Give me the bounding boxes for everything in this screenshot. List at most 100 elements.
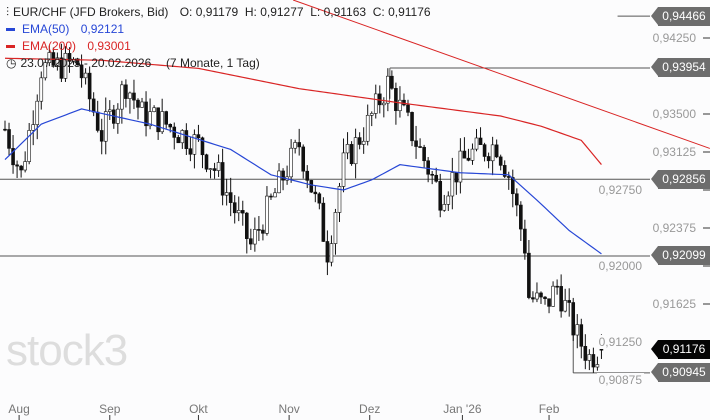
legend-ema50[interactable]: EMA(50) 0,92121 (6, 21, 431, 38)
legend-range: ◷ 23.07.2025 - 20.02.2026 (7 Monate, 1 Ta… (6, 55, 431, 72)
candle-body (305, 170, 310, 181)
candle-body (502, 165, 507, 177)
candle-body (321, 202, 326, 242)
candle-body (196, 134, 201, 139)
y-tick-label: 0,93500 (652, 107, 696, 121)
candle-body (128, 92, 132, 99)
ohlc-values: O: 0,91179 H: 0,91277 L: 0,91163 C: 0,91… (179, 5, 431, 19)
candle-body (474, 137, 479, 150)
candle-body (232, 202, 237, 214)
candle-body (373, 93, 378, 114)
candle-body (349, 144, 354, 165)
candle-body (59, 57, 64, 79)
candle-body (120, 84, 124, 110)
candle-body (575, 324, 580, 336)
candle-body (67, 53, 72, 62)
candle-body (555, 285, 559, 288)
candle-body (293, 142, 297, 149)
candle-body (341, 152, 346, 187)
candle-body (313, 191, 318, 195)
candle-body (188, 148, 193, 155)
candle-body (527, 252, 531, 298)
candle-body (63, 53, 68, 79)
candle-body (224, 192, 229, 196)
candle-body (289, 147, 293, 178)
candle-body (31, 124, 36, 131)
ema200-line (4, 57, 602, 165)
candle-body (152, 107, 156, 112)
candle-body (212, 168, 217, 171)
candle-body (506, 176, 511, 178)
y-tick-label: 0,91625 (652, 297, 696, 311)
legend-ema200[interactable]: EMA(200) 0,93001 (6, 38, 431, 55)
y-tick-label: 0,94250 (652, 31, 696, 45)
candle-body (43, 62, 48, 79)
candle-body (426, 160, 430, 175)
candle-body (124, 84, 128, 99)
candle-body (571, 302, 576, 336)
candle-body (160, 111, 164, 133)
candle-body (353, 137, 358, 165)
candle-body (523, 228, 527, 254)
candle-body (317, 193, 322, 204)
y-tick-label: 0,92375 (652, 221, 696, 235)
candle-body (361, 140, 366, 145)
candle-body (55, 57, 60, 66)
level-price-tag: 0,90945 (651, 363, 710, 383)
candle-body (563, 300, 567, 312)
candle-body (515, 193, 519, 206)
candle-body (140, 101, 144, 108)
candle-body (398, 99, 402, 112)
ema200-value: 0,93001 (87, 39, 131, 53)
candle-body (567, 300, 572, 303)
candle-body (245, 212, 249, 239)
candle-body (164, 111, 168, 125)
candle-body (369, 113, 374, 116)
candle-body (547, 298, 551, 307)
x-tick-label: Dez (359, 402, 381, 416)
candle-body (442, 204, 447, 211)
candle-body (87, 72, 92, 100)
candle-body (446, 195, 451, 205)
candle-body (281, 170, 285, 181)
candle-body (365, 115, 370, 142)
candle-body (337, 186, 342, 213)
candle-body (454, 172, 459, 183)
candle-body (184, 130, 189, 149)
level-price-tag: 0,92856 (651, 169, 710, 189)
candle-body (539, 292, 543, 298)
current-price-tag: 0,91176 (651, 339, 710, 359)
logo-text: stock3 (6, 326, 128, 375)
candle-body (579, 324, 584, 347)
level-price-tag: 0,92099 (651, 246, 710, 266)
y-tick-label: 0,92000 (596, 259, 644, 273)
chart-legend: ⫶ EUR/CHF (JFD Brokers, Bid) O: 0,91179 H… (6, 4, 431, 72)
candle-body (329, 243, 334, 263)
candle-body (414, 140, 418, 147)
candle-body (422, 146, 426, 162)
x-tick-label: Aug (8, 402, 30, 416)
candle-body (486, 156, 491, 162)
candle-body (519, 204, 523, 230)
candle-body (47, 52, 52, 63)
candle-body (510, 177, 515, 195)
candle-body (11, 148, 15, 166)
candle-body (386, 75, 390, 104)
candle-body (551, 285, 555, 307)
candle-body (595, 364, 600, 368)
candle-body (462, 150, 467, 159)
candle-body (587, 354, 592, 361)
candle-body (466, 157, 471, 161)
x-tick-label: Feb (538, 402, 560, 416)
candle-body (27, 130, 31, 162)
candle-body (450, 172, 455, 197)
candle-body (249, 238, 253, 245)
candle-body (333, 212, 338, 244)
candle-body (470, 148, 475, 161)
candle-body (136, 99, 140, 108)
candle-body (498, 156, 503, 166)
candle-body (39, 77, 44, 102)
level-price-tag: 0,93954 (651, 58, 710, 78)
